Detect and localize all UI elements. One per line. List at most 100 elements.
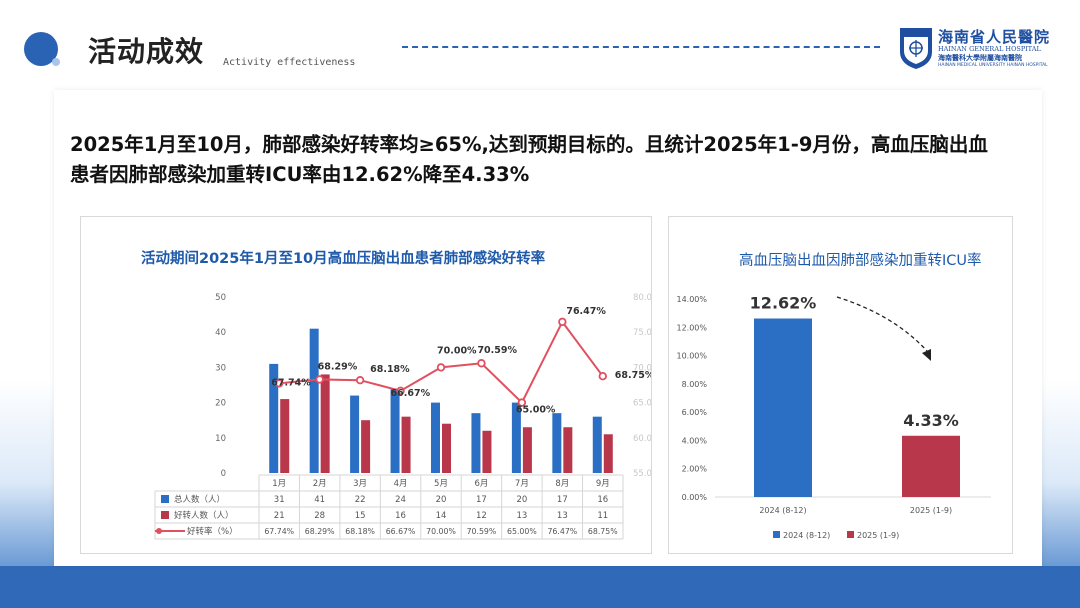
logo-name: 海南省人民醫院 bbox=[938, 28, 1051, 46]
y-tick-label: 12.00% bbox=[676, 323, 707, 332]
table-cell-improved: 16 bbox=[395, 511, 406, 521]
category-label: 2025 (1-9) bbox=[910, 506, 952, 515]
rate-point bbox=[315, 375, 324, 384]
y-tick-label: 2.00% bbox=[682, 465, 708, 474]
bar-improved bbox=[522, 427, 532, 473]
chart-icu-rate: 高血压脑出血因肺部感染加重转ICU率 0.00% 2.00% 4.00% 6.00% 8… bbox=[668, 216, 1013, 554]
table-cell-total: 17 bbox=[557, 495, 568, 505]
bar-improved bbox=[361, 420, 371, 473]
y-right-tick-label: 65.00% bbox=[633, 399, 651, 409]
rate-point bbox=[275, 379, 284, 388]
bar-improved bbox=[482, 430, 492, 473]
category-label: 5月 bbox=[434, 479, 448, 489]
table-cell-rate: 68.75% bbox=[588, 527, 618, 536]
bar-improved bbox=[563, 427, 573, 473]
bar-total bbox=[592, 416, 602, 473]
y-left-tick-label: 40 bbox=[215, 328, 226, 338]
bar-total bbox=[431, 402, 440, 473]
chart-improvement-rate: 活动期间2025年1月至10月高血压脑出血患者肺部感染好转率 0 10 20 30 40… bbox=[80, 216, 652, 554]
y-tick-label: 4.00% bbox=[682, 436, 708, 445]
table-cell-total: 16 bbox=[597, 495, 608, 505]
bar-total bbox=[309, 328, 319, 473]
y-tick-label: 0.00% bbox=[682, 493, 708, 502]
logo-subname: 海南醫科大學附屬海南醫院 bbox=[938, 54, 1022, 62]
table-cell-rate: 65.00% bbox=[507, 527, 537, 536]
rate-point bbox=[477, 359, 486, 368]
legend-label-total: 总人数（人） bbox=[174, 494, 225, 505]
hospital-logo: 海南省人民醫院 HAINAN GENERAL HOSPITAL 海南醫科大學附屬… bbox=[898, 26, 1068, 72]
table-cell-total: 41 bbox=[314, 495, 325, 505]
header: 活动成效 Activity effectiveness 海南省人民醫院 HAIN… bbox=[0, 0, 1080, 88]
bar-improved bbox=[442, 423, 451, 473]
table-cell-improved: 11 bbox=[597, 511, 608, 521]
y-right-tick-label: 75.00% bbox=[633, 328, 651, 338]
category-label: 3月 bbox=[353, 479, 367, 489]
y-right-tick-label: 55.00% bbox=[633, 469, 651, 479]
bottom-band bbox=[0, 566, 1080, 608]
y-right-tick-label: 60.00% bbox=[633, 434, 651, 444]
rate-data-label: 76.47% bbox=[566, 306, 606, 317]
legend-swatch-total bbox=[161, 495, 169, 503]
bar-total bbox=[269, 363, 279, 473]
bar-total bbox=[471, 413, 481, 473]
table-cell-rate: 68.29% bbox=[305, 527, 335, 536]
table-cell-rate: 66.67% bbox=[386, 527, 416, 536]
y-tick-label: 10.00% bbox=[676, 352, 707, 361]
table-cell-rate: 67.74% bbox=[264, 527, 294, 536]
logo-name-en: HAINAN GENERAL HOSPITAL bbox=[938, 45, 1041, 53]
table-cell-improved: 12 bbox=[476, 511, 487, 521]
bar-data-label: 4.33% bbox=[903, 411, 959, 430]
category-label: 9月 bbox=[596, 479, 610, 489]
rate-point bbox=[517, 398, 527, 407]
y-right-tick-label: 80.00% bbox=[633, 293, 651, 303]
table-cell-improved: 13 bbox=[557, 511, 568, 521]
summary-text: 2025年1月至10月，肺部感染好转率均≥65%,达到预期目标的。且统计2025… bbox=[70, 130, 1000, 190]
y-tick-label: 8.00% bbox=[682, 380, 708, 389]
bar-total bbox=[350, 395, 360, 473]
dashed-divider bbox=[402, 46, 880, 48]
rate-data-label: 70.00% bbox=[437, 345, 477, 356]
y-left-tick-label: 20 bbox=[215, 399, 226, 409]
bar-icu-rate bbox=[902, 435, 960, 497]
summary-line-2: 患者因肺部感染加重转ICU率由12.62%降至4.33% bbox=[70, 163, 530, 186]
bar-improved bbox=[603, 434, 613, 473]
table-cell-total: 24 bbox=[395, 495, 406, 505]
y-left-tick-label: 0 bbox=[221, 469, 226, 479]
rate-data-label: 68.75% bbox=[615, 370, 651, 381]
hospital-emblem-icon bbox=[900, 28, 932, 69]
page-title: 活动成效 bbox=[88, 35, 205, 68]
rate-point bbox=[355, 376, 365, 385]
summary-line-1: 2025年1月至10月，肺部感染好转率均≥65%,达到预期目标的。且统计2025… bbox=[70, 133, 988, 156]
category-label: 1月 bbox=[272, 479, 286, 489]
table-cell-total: 22 bbox=[355, 495, 366, 505]
legend-swatch-improved bbox=[161, 511, 169, 519]
chart1-svg: 0 10 20 30 40 50 55.00% 60.00% 65.00% 70.00% 75.00… bbox=[154, 293, 651, 540]
logo-subname-en: HAINAN MEDICAL UNIVERSITY HAINAN HOSPITA… bbox=[938, 63, 1048, 68]
legend-swatch-2025 bbox=[847, 531, 854, 538]
rate-data-label: 65.00% bbox=[516, 405, 556, 416]
table-cell-total: 20 bbox=[436, 495, 447, 505]
rate-point bbox=[598, 371, 607, 381]
table-cell-improved: 21 bbox=[274, 511, 285, 521]
y-tick-label: 14.00% bbox=[676, 295, 707, 304]
table-cell-improved: 14 bbox=[436, 511, 447, 521]
table-cell-improved: 15 bbox=[355, 511, 366, 521]
y-tick-label: 6.00% bbox=[682, 408, 708, 417]
rate-data-label: 70.59% bbox=[477, 345, 517, 356]
bar-data-label: 12.62% bbox=[750, 294, 817, 313]
rate-point bbox=[396, 386, 405, 396]
table-cell-improved: 13 bbox=[516, 511, 527, 521]
table-cell-rate: 68.18% bbox=[345, 527, 375, 536]
legend-label-improved: 好转人数（人） bbox=[174, 510, 234, 521]
rate-data-label: 67.74% bbox=[271, 377, 311, 388]
table-cell-rate: 70.59% bbox=[467, 527, 497, 536]
category-label: 6月 bbox=[474, 479, 488, 489]
table-cell-total: 31 bbox=[274, 495, 285, 505]
bar-total bbox=[511, 402, 521, 473]
legend-label-2024: 2024 (8-12) bbox=[783, 531, 830, 540]
rate-point bbox=[436, 363, 446, 372]
bar-total bbox=[390, 388, 400, 473]
legend-label-2025: 2025 (1-9) bbox=[857, 531, 899, 540]
trend-arrow bbox=[836, 296, 928, 352]
rate-data-label: 68.18% bbox=[370, 364, 410, 375]
